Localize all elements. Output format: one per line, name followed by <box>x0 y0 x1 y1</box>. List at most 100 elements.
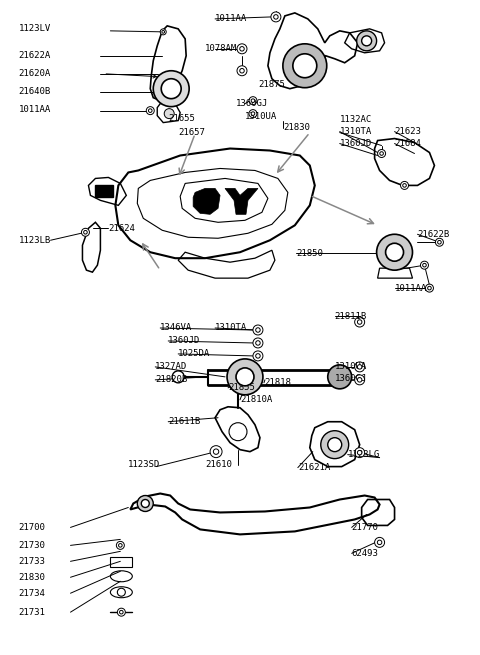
Circle shape <box>256 341 260 345</box>
Text: 21731: 21731 <box>19 608 46 616</box>
Text: 62493: 62493 <box>352 549 379 558</box>
Circle shape <box>82 229 89 236</box>
Circle shape <box>164 109 174 119</box>
Circle shape <box>358 451 362 455</box>
Text: 21621A: 21621A <box>298 463 330 472</box>
Circle shape <box>240 69 244 73</box>
Circle shape <box>227 359 263 395</box>
Circle shape <box>438 240 441 244</box>
Text: 1360GJ: 1360GJ <box>335 375 367 383</box>
Circle shape <box>253 338 263 348</box>
Circle shape <box>358 320 362 324</box>
Circle shape <box>385 243 404 261</box>
Circle shape <box>229 422 247 441</box>
Circle shape <box>374 537 384 548</box>
Text: 1360JD: 1360JD <box>168 337 201 345</box>
Text: 21622A: 21622A <box>19 51 51 60</box>
Circle shape <box>162 31 165 33</box>
Circle shape <box>380 152 384 155</box>
Circle shape <box>435 238 444 246</box>
Circle shape <box>237 44 247 54</box>
Circle shape <box>377 540 382 544</box>
Text: 1360GJ: 1360GJ <box>236 99 268 108</box>
Circle shape <box>423 263 426 267</box>
Circle shape <box>214 449 219 455</box>
Circle shape <box>293 54 317 78</box>
Ellipse shape <box>110 571 132 582</box>
Text: 21820B: 21820B <box>155 375 188 384</box>
Text: 1310TA: 1310TA <box>340 127 372 136</box>
Circle shape <box>256 328 260 332</box>
Circle shape <box>403 183 406 187</box>
Text: 1123LB: 1123LB <box>19 236 51 245</box>
Text: 1123SD: 1123SD <box>128 460 161 469</box>
Text: 1025DA: 1025DA <box>178 349 210 358</box>
Text: 21830: 21830 <box>283 123 310 132</box>
Text: 21770: 21770 <box>352 523 379 532</box>
Circle shape <box>251 99 255 102</box>
Circle shape <box>256 354 260 358</box>
Text: 21620A: 21620A <box>19 69 51 78</box>
Text: 21657: 21657 <box>178 128 205 137</box>
Circle shape <box>249 109 257 118</box>
Circle shape <box>420 261 429 269</box>
Text: 21734: 21734 <box>19 589 46 598</box>
Text: 1011AA: 1011AA <box>395 284 427 293</box>
Text: 1310UA: 1310UA <box>335 362 367 371</box>
Text: 21733: 21733 <box>19 557 46 566</box>
Text: 21818: 21818 <box>264 379 291 387</box>
Circle shape <box>400 181 408 189</box>
Circle shape <box>428 286 431 290</box>
Text: 1123LG: 1123LG <box>348 450 380 459</box>
Circle shape <box>120 610 123 614</box>
Circle shape <box>146 107 154 115</box>
Circle shape <box>283 44 327 88</box>
Text: 1123LV: 1123LV <box>19 24 51 33</box>
Circle shape <box>358 377 362 382</box>
Text: 21623: 21623 <box>395 127 421 136</box>
Circle shape <box>172 371 184 383</box>
Circle shape <box>328 438 342 452</box>
Text: 1078AM: 1078AM <box>205 45 237 53</box>
Text: 1310UA: 1310UA <box>245 112 277 121</box>
Circle shape <box>117 588 125 596</box>
Polygon shape <box>193 189 220 214</box>
Text: 21700: 21700 <box>19 523 46 532</box>
Circle shape <box>355 317 365 327</box>
Text: 1011AA: 1011AA <box>215 14 247 24</box>
Circle shape <box>240 47 244 51</box>
Circle shape <box>249 97 257 105</box>
Circle shape <box>377 234 412 270</box>
Circle shape <box>355 447 365 458</box>
Circle shape <box>321 431 348 458</box>
Text: 21611B: 21611B <box>168 417 201 426</box>
Circle shape <box>236 368 254 386</box>
Circle shape <box>274 14 278 19</box>
Text: 1360JD: 1360JD <box>340 139 372 148</box>
Text: 21622B: 21622B <box>418 230 450 239</box>
Circle shape <box>117 608 125 616</box>
Text: 21850: 21850 <box>296 249 323 257</box>
Text: 1310TA: 1310TA <box>215 324 247 333</box>
Text: 21811B: 21811B <box>335 312 367 320</box>
Circle shape <box>119 544 122 547</box>
Text: 21624: 21624 <box>108 224 135 233</box>
Circle shape <box>271 12 281 22</box>
Text: 21640B: 21640B <box>19 87 51 96</box>
Polygon shape <box>225 189 258 214</box>
Circle shape <box>425 284 433 292</box>
Text: 1346VA: 1346VA <box>160 324 192 333</box>
Circle shape <box>355 375 365 385</box>
Circle shape <box>358 365 362 369</box>
Circle shape <box>141 500 149 508</box>
Text: 1132AC: 1132AC <box>340 115 372 124</box>
Text: 1011AA: 1011AA <box>19 105 51 114</box>
Circle shape <box>378 149 385 157</box>
Circle shape <box>116 542 124 550</box>
Text: 21810A: 21810A <box>240 395 272 404</box>
Ellipse shape <box>110 587 132 598</box>
Circle shape <box>237 66 247 76</box>
Circle shape <box>210 445 222 458</box>
Circle shape <box>153 71 189 107</box>
Circle shape <box>251 112 255 115</box>
